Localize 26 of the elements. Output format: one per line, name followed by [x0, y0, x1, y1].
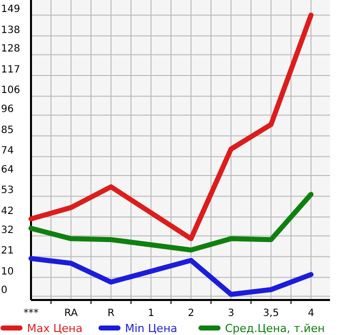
x-tick-label: *** [24, 308, 38, 319]
y-tick-label: 117 [1, 64, 20, 76]
y-tick-label: 149 [1, 4, 20, 16]
y-tick-label: 21 [1, 246, 14, 257]
x-tick-label: 2 [188, 308, 194, 319]
y-tick-label: 10 [1, 266, 14, 278]
x-tick-label: 3,5 [263, 308, 279, 319]
legend-label: Min Цена [125, 322, 178, 335]
x-tick-label: 1 [148, 308, 154, 319]
y-tick-label: 74 [1, 146, 14, 157]
y-tick-label: 64 [1, 164, 14, 176]
x-tick-label: 4 [308, 308, 314, 319]
y-tick-label: 138 [1, 24, 20, 36]
legend-label: Max Цена [27, 322, 82, 335]
y-tick-label: 85 [1, 124, 14, 136]
y-tick-label: 53 [1, 185, 14, 196]
y-tick-label: 128 [1, 44, 20, 55]
x-tick-label: 3 [228, 308, 234, 319]
legend-label: Сред.Цена, т.йен [225, 322, 325, 335]
y-tick-label: 42 [1, 206, 14, 217]
y-tick-label: 32 [1, 224, 14, 236]
y-tick-label: 106 [1, 85, 20, 96]
x-tick-label: R [108, 308, 115, 319]
y-tick-label: 96 [1, 104, 14, 116]
x-tick-label: RA [64, 308, 78, 319]
y-tick-label: 0 [1, 285, 8, 296]
